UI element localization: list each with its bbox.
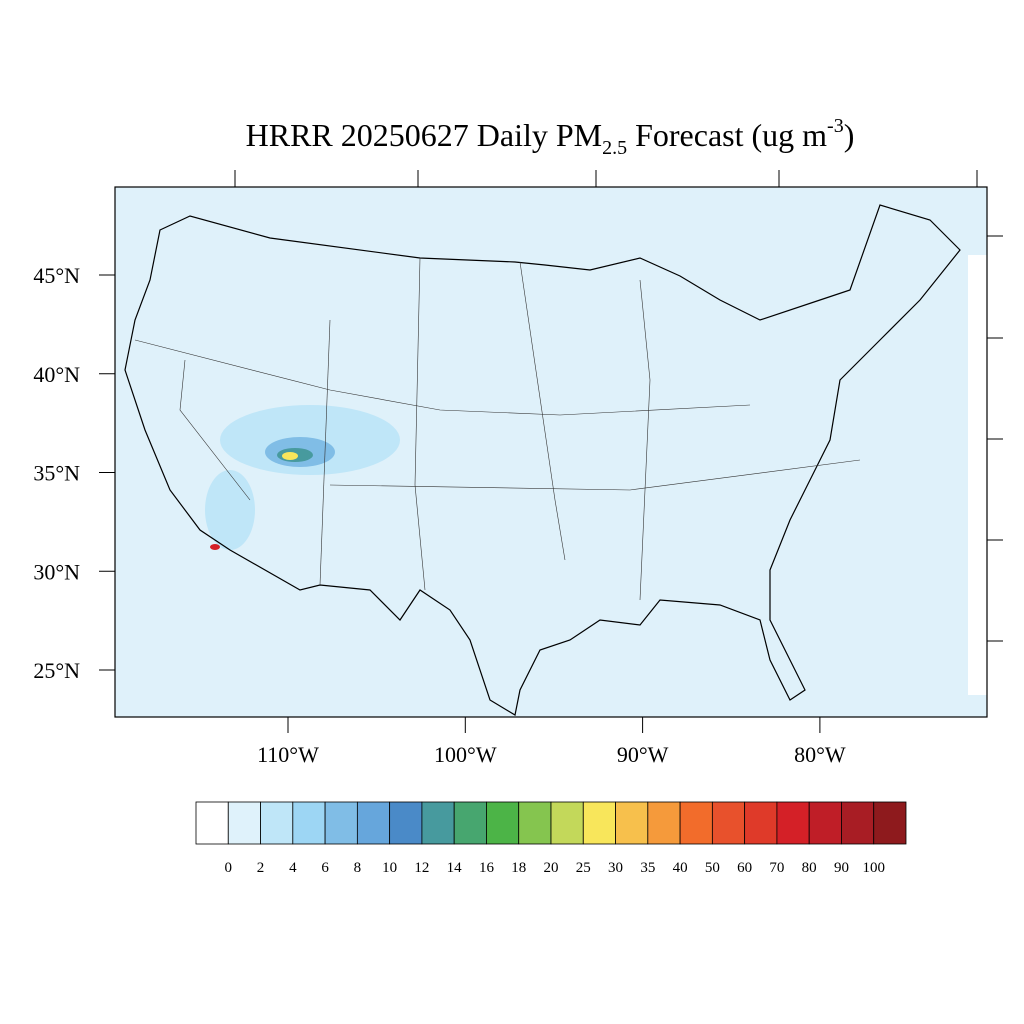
title-superscript: -3 — [827, 115, 844, 137]
colorbar-label: 30 — [608, 860, 623, 876]
lat-label: 35°N — [33, 461, 80, 486]
lat-label: 25°N — [33, 658, 80, 683]
colorbar-box — [486, 801, 520, 845]
colorbar-label: 12 — [414, 860, 429, 876]
colorbar-label: 80 — [802, 860, 817, 876]
colorbar-box — [421, 801, 455, 845]
state-lines — [134, 257, 861, 601]
colorbar-label: 35 — [640, 860, 655, 876]
colorbar-box — [356, 801, 391, 845]
colorbar-box — [550, 801, 584, 845]
colorbar-box — [518, 801, 552, 845]
colorbar-label: 90 — [834, 860, 849, 876]
colorbar-box — [260, 801, 294, 845]
lat-label: 40°N — [33, 362, 80, 387]
colorbar-label: 10 — [382, 860, 397, 876]
lon-label: 110°W — [257, 742, 319, 767]
colorbar-box — [808, 801, 842, 845]
lon-label: 100°W — [434, 742, 497, 767]
colorbar-label: 4 — [289, 860, 297, 876]
colorbar-label: 50 — [705, 860, 720, 876]
map-frame — [114, 186, 988, 718]
colorbar-box — [744, 801, 778, 845]
data-edge — [968, 255, 987, 695]
colorbar-label: 2 — [257, 860, 265, 876]
lat-label: 45°N — [33, 263, 80, 288]
colorbar-box — [324, 801, 358, 845]
colorbar-box — [873, 801, 907, 845]
colorbar-box — [389, 801, 423, 845]
colorbar-label: 70 — [769, 860, 784, 876]
colorbar-label: 60 — [737, 860, 752, 876]
colorbar-label: 6 — [321, 860, 329, 876]
title: HRRR 20250627 Daily PM2.5 Forecast (ug m… — [246, 115, 855, 159]
title-end: ) — [844, 117, 855, 153]
colorbar-box — [195, 801, 229, 845]
colorbar-box — [453, 801, 487, 845]
us-outline — [124, 204, 961, 716]
colorbar-box — [841, 801, 875, 845]
lon-label: 80°W — [794, 742, 846, 767]
colorbar-label: 20 — [544, 860, 559, 876]
colorbar-box — [711, 801, 746, 845]
lat-label: 30°N — [33, 559, 80, 584]
title-middle: Forecast (ug m — [627, 117, 827, 153]
colorbar-label: 14 — [447, 860, 463, 876]
colorbar-label: 16 — [479, 860, 495, 876]
colorbar-label: 8 — [354, 860, 362, 876]
top-ticks — [234, 170, 1003, 642]
lon-label: 90°W — [617, 742, 669, 767]
colorbar-label: 40 — [673, 860, 688, 876]
colorbar-box — [582, 801, 616, 845]
colorbar-box — [679, 801, 713, 845]
colorbar-box — [227, 801, 261, 845]
colorbar-label: 100 — [862, 860, 885, 876]
title-subscript: 2.5 — [602, 137, 627, 159]
colorbar-label: 0 — [225, 860, 233, 876]
colorbar-box — [292, 801, 326, 845]
colorbar-label: 25 — [576, 860, 591, 876]
colorbar-box — [776, 801, 810, 845]
colorbar-box — [615, 801, 649, 845]
title-main: HRRR 20250627 Daily PM — [246, 117, 602, 153]
colorbar-box — [647, 801, 681, 845]
colorbar-label: 18 — [511, 860, 526, 876]
